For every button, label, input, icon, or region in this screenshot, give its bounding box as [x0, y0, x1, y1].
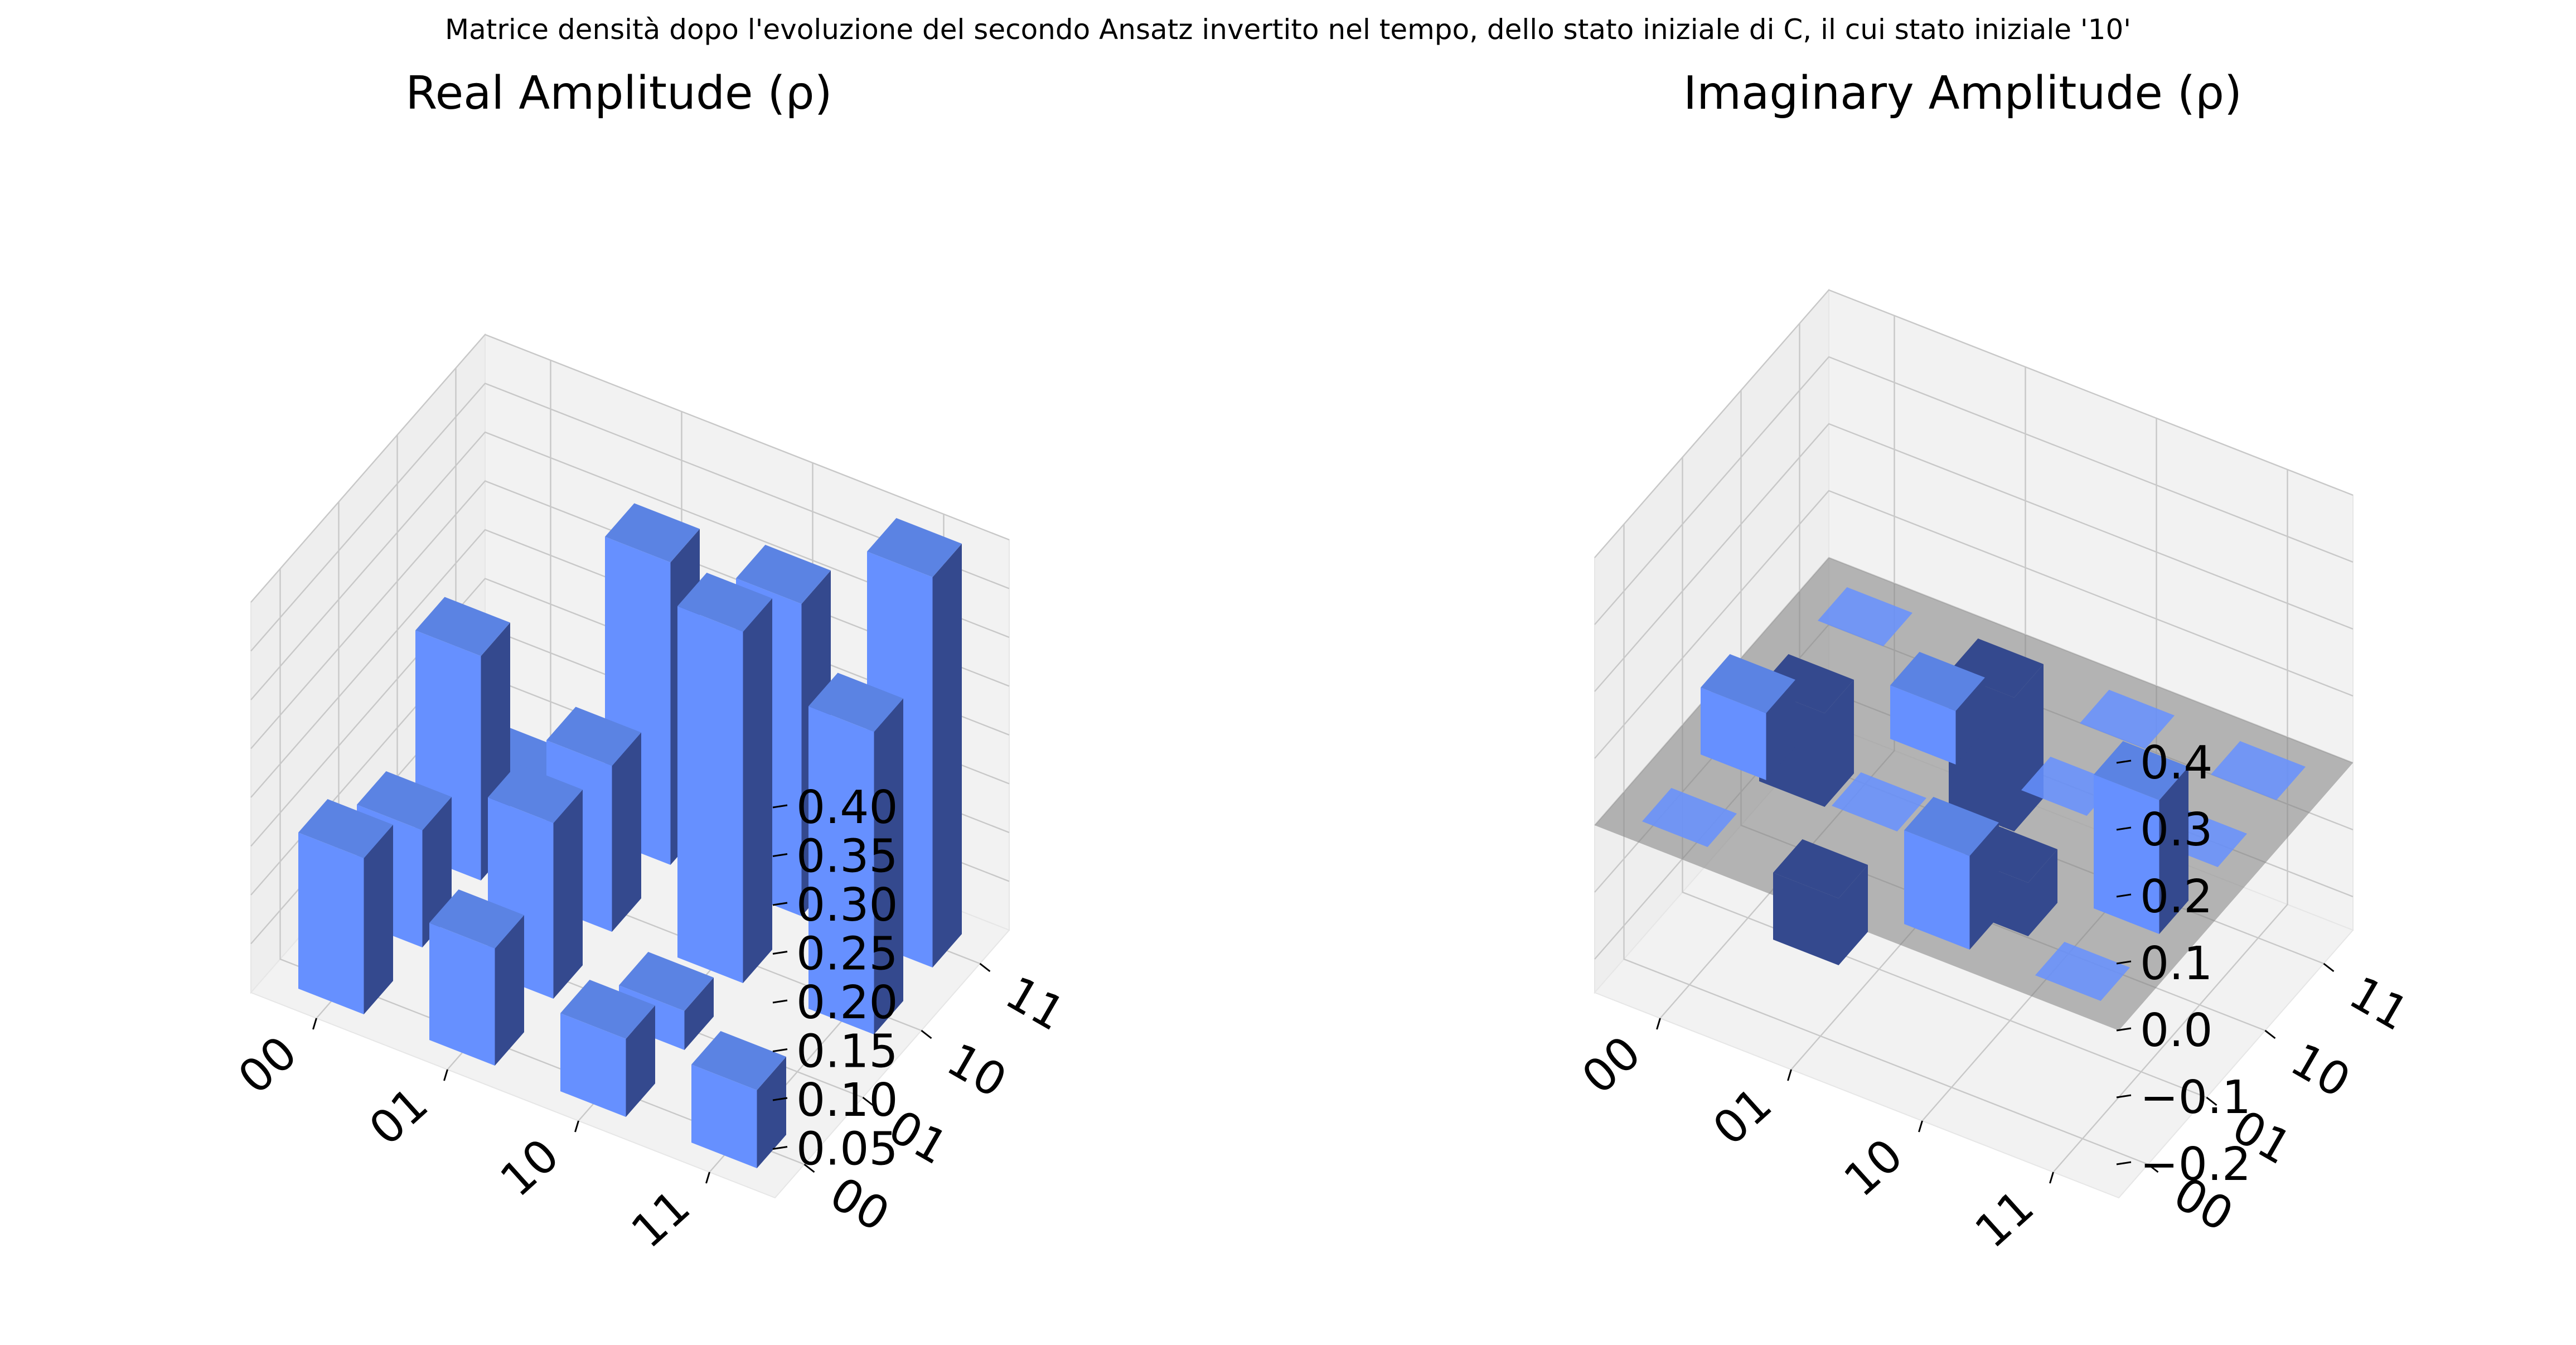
imag-bar-r2-c0 — [1904, 797, 1999, 950]
imag-z-tick-label: 0.3 — [2140, 804, 2212, 857]
imag-bar-r3-c1 — [2094, 741, 2188, 934]
real-bar-r2-c2 — [677, 573, 772, 983]
imag-row-tick-label: 01 — [1703, 1077, 1782, 1155]
imag-bar-r2-c3 — [2080, 690, 2175, 749]
real-col-tick-label: 00 — [821, 1167, 898, 1242]
real-bar-r2-c0 — [560, 980, 655, 1117]
imag-z-tick-label: 0.2 — [2140, 870, 2212, 923]
imag-bar-r1-c1 — [1832, 772, 1926, 831]
imag-z-tick-label: 0.4 — [2140, 737, 2212, 790]
real-amplitude-title: Real Amplitude (ρ) — [405, 67, 832, 120]
real-row-tick-label: 10 — [491, 1129, 569, 1207]
imag-col-tick-label: 11 — [2341, 966, 2418, 1041]
real-z-tick-label: 0.05 — [796, 1123, 898, 1176]
real-row-tick-label: 11 — [622, 1180, 700, 1258]
imag-bar-r3-c3 — [2211, 741, 2306, 800]
imag-bar-r0-c0 — [1642, 788, 1737, 847]
imag-bar-r3-c0 — [2035, 942, 2130, 1001]
imaginary-amplitude-panel: Imaginary Amplitude (ρ) −0.2 −0.1 0.0 0.1 0.… — [1572, 67, 2418, 1259]
real-amplitude-panel: Real Amplitude (ρ) 0.050.100.150.200.250… — [229, 67, 1074, 1259]
imag-z-tick-label: 0.1 — [2140, 937, 2212, 990]
imag-col-tick-label: 10 — [2282, 1033, 2359, 1108]
imag-bar-r0-c3 — [1818, 587, 1912, 646]
imag-bar-r1-c2 — [1890, 652, 1985, 765]
imag-z-tick-label: 0.0 — [2140, 1004, 2212, 1057]
real-row-tick-label: 00 — [229, 1026, 307, 1104]
real-z-tick-label: 0.15 — [796, 1025, 898, 1078]
imag-z-tick-label: −0.2 — [2140, 1138, 2251, 1191]
real-z-tick-label: 0.35 — [796, 830, 898, 883]
real-z-tick-label: 0.30 — [796, 879, 898, 932]
imag-row-tick-label: 00 — [1572, 1026, 1651, 1104]
imag-z-axis: −0.2 −0.1 0.0 0.1 0.2 0.3 0.4 — [2116, 737, 2251, 1191]
imag-bar-r1-c0 — [1773, 839, 1868, 965]
imag-bar-r0-c1 — [1701, 654, 1795, 780]
imag-bar-r2-c2 — [2021, 757, 2116, 816]
real-bar-r3-c0 — [691, 1031, 786, 1168]
real-row-tick-label: 01 — [360, 1077, 438, 1155]
real-z-tick-label: 0.10 — [796, 1074, 898, 1127]
real-z-axis: 0.050.100.150.200.250.300.350.40 — [772, 781, 898, 1176]
real-col-tick-label: 11 — [997, 966, 1074, 1041]
real-bar-r1-c0 — [429, 889, 524, 1066]
imag-z-tick-label: −0.1 — [2140, 1071, 2251, 1124]
real-z-tick-label: 0.20 — [796, 976, 898, 1029]
real-bar-r3-c2 — [808, 672, 903, 1034]
figure-suptitle: Matrice densità dopo l'evoluzione del se… — [445, 13, 2131, 46]
real-z-tick-label: 0.25 — [796, 928, 898, 981]
imag-row-tick-label: 10 — [1834, 1129, 1913, 1207]
real-z-tick-label: 0.40 — [796, 781, 898, 834]
real-col-tick-label: 10 — [938, 1033, 1015, 1108]
imag-row-tick-label: 11 — [1965, 1180, 2044, 1258]
real-bar-r0-c0 — [298, 799, 393, 1014]
imaginary-amplitude-title: Imaginary Amplitude (ρ) — [1683, 67, 2242, 120]
